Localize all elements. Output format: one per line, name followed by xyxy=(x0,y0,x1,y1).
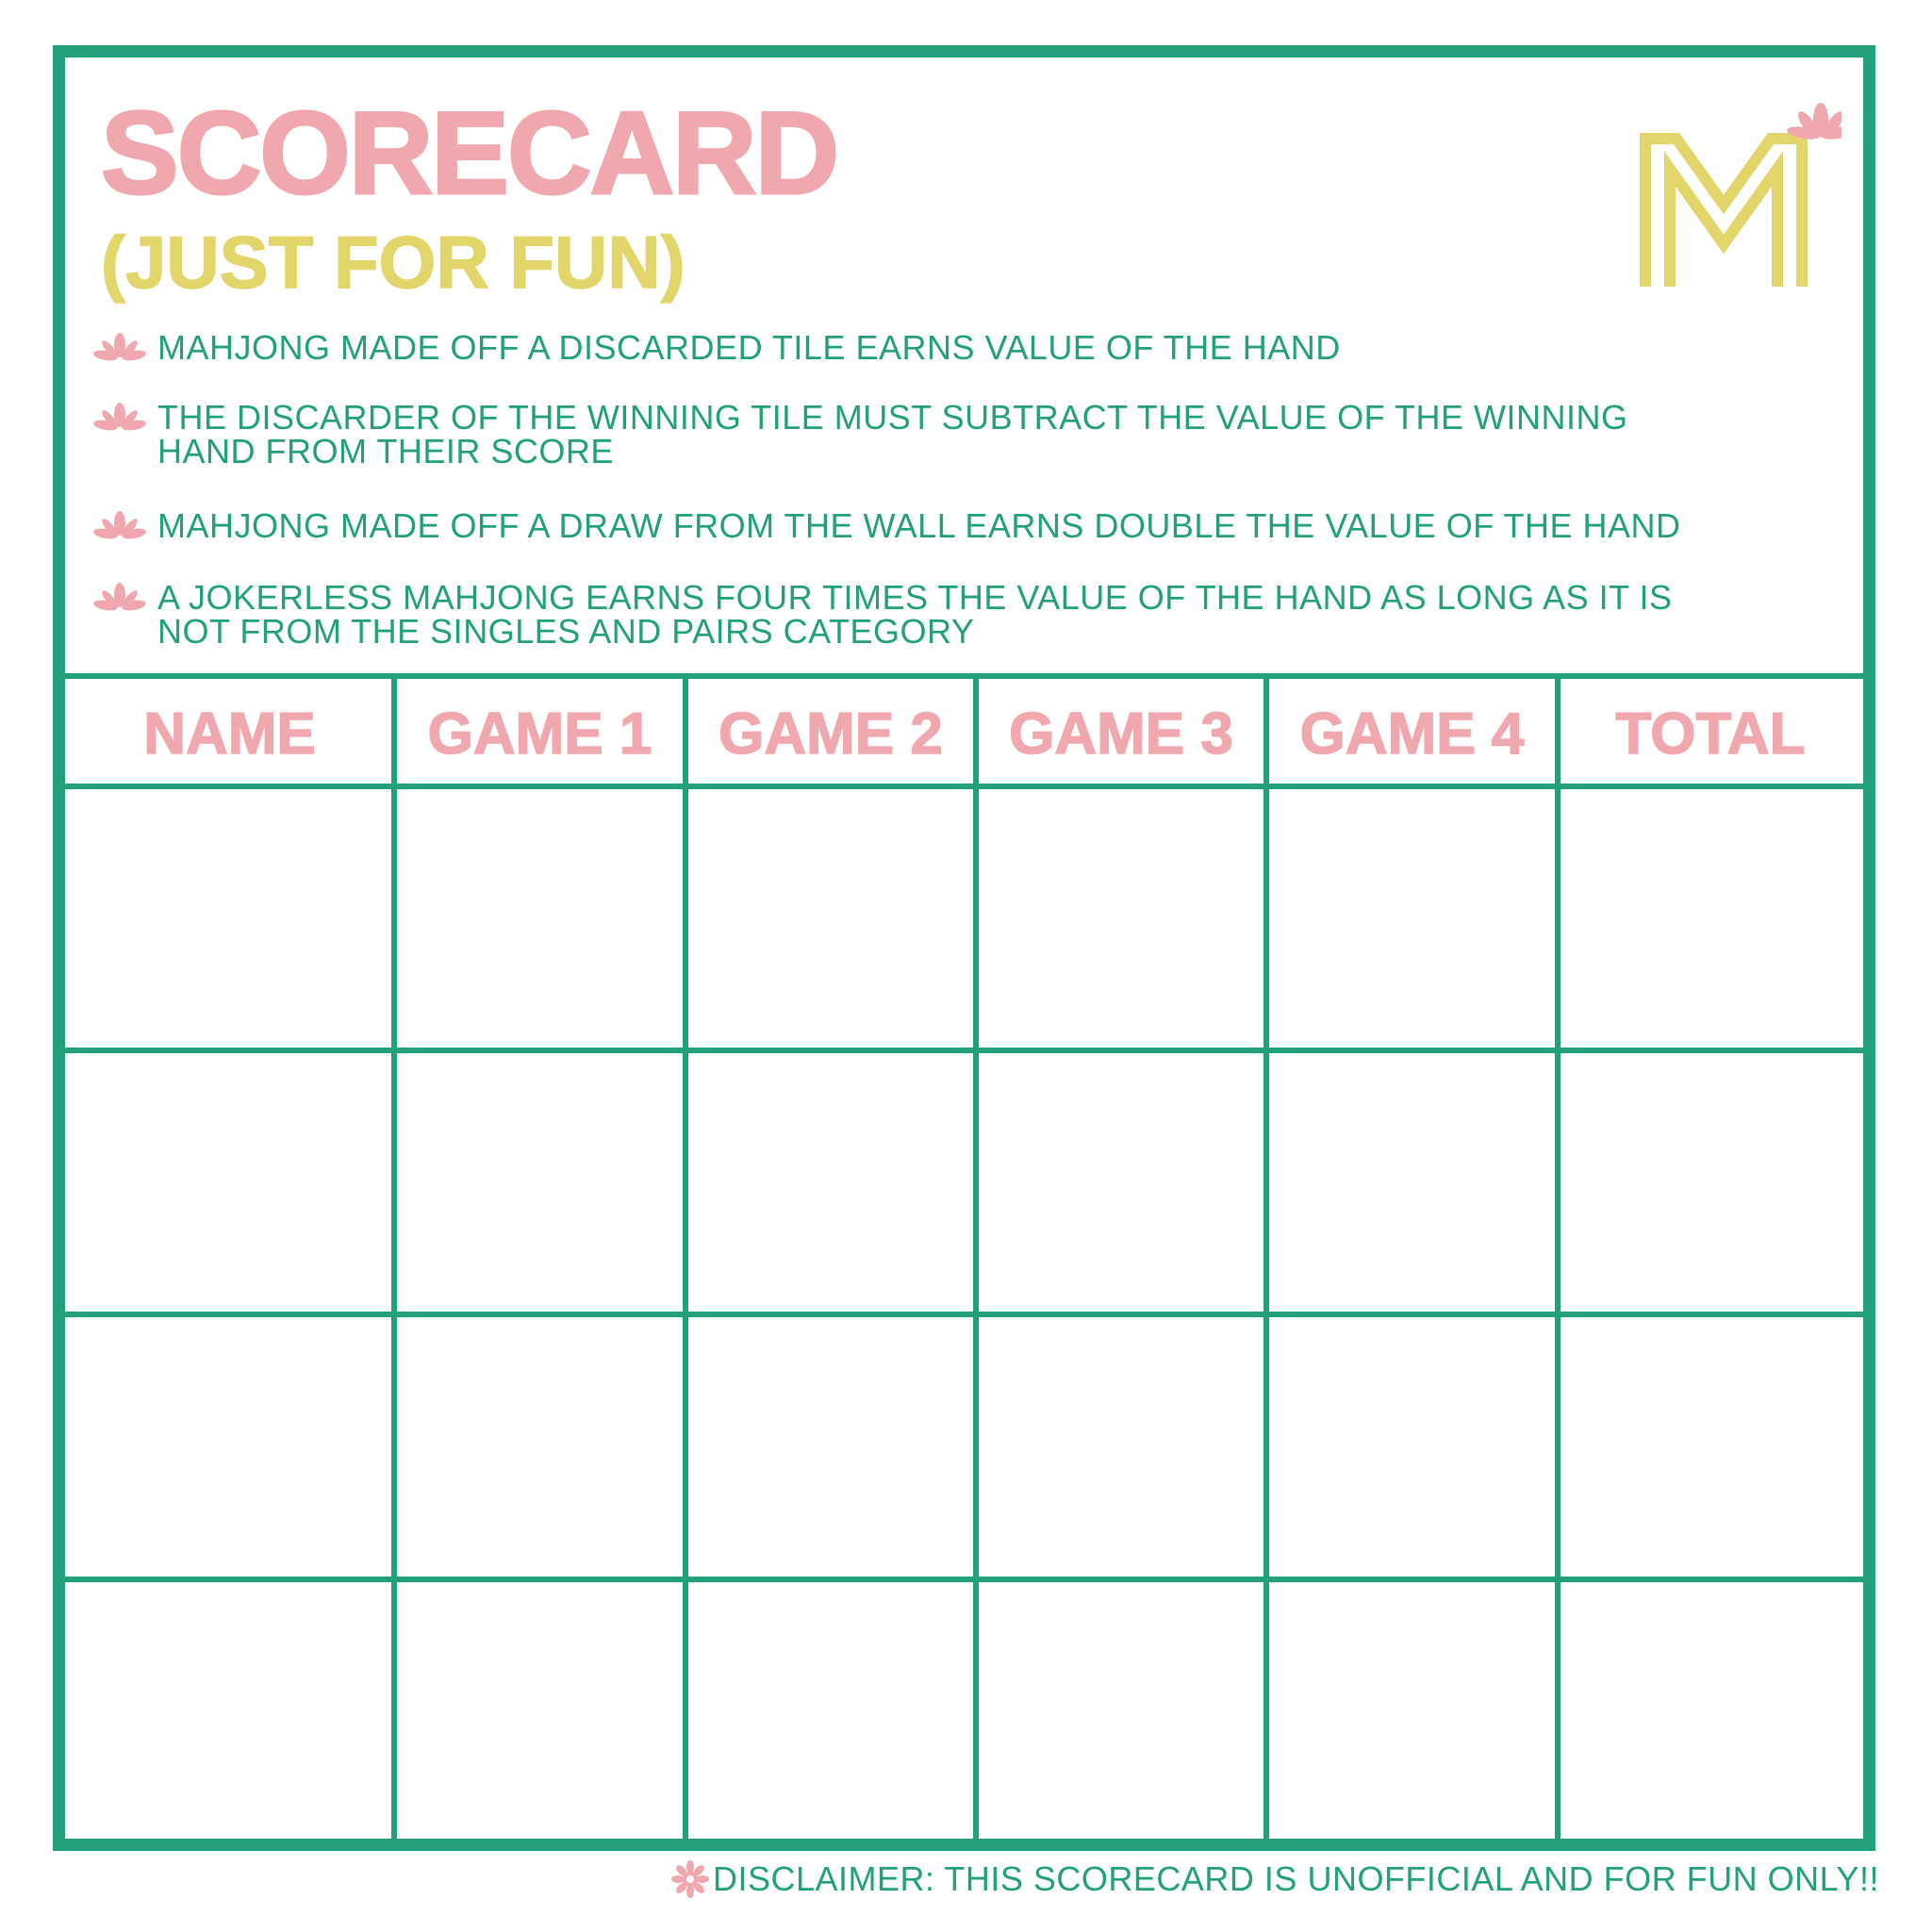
rule-text: MAHJONG MADE OFF A DISCARDED TILE EARNS … xyxy=(157,328,1341,367)
flower-icon xyxy=(671,1860,709,1898)
table-row-divider xyxy=(65,784,1863,789)
score-cell[interactable] xyxy=(397,1053,683,1312)
score-cell[interactable] xyxy=(1269,1053,1555,1312)
logo-m-lotus-icon xyxy=(1640,103,1841,287)
lotus-icon xyxy=(93,403,146,431)
score-cell[interactable] xyxy=(397,789,683,1048)
lotus-icon xyxy=(93,333,146,361)
column-header-game-2: GAME 2 xyxy=(718,701,943,768)
score-cell[interactable] xyxy=(688,1582,973,1848)
page-title: SCORECARD xyxy=(99,89,840,219)
column-header-name: NAME xyxy=(142,701,316,768)
rule-text: MAHJONG MADE OFF A DRAW FROM THE WALL EA… xyxy=(157,506,1681,545)
table-row-divider xyxy=(65,1577,1863,1582)
table-column-divider xyxy=(973,676,979,1851)
column-header-game-3: GAME 3 xyxy=(1008,701,1233,768)
score-cell[interactable] xyxy=(979,1582,1263,1848)
score-cell[interactable] xyxy=(1560,1582,1860,1848)
score-cell[interactable] xyxy=(1560,789,1860,1048)
rule-text: A JOKERLESS MAHJONG EARNS FOUR TIMES THE… xyxy=(157,578,1673,651)
score-cell[interactable] xyxy=(1269,789,1555,1048)
rule-item: MAHJONG MADE OFF A DISCARDED TILE EARNS … xyxy=(93,331,1341,365)
score-cell[interactable] xyxy=(979,1053,1263,1312)
score-table: NAME GAME 1 GAME 2 GAME 3 GAME 4 TOTAL xyxy=(65,673,1863,1851)
table-row-divider xyxy=(65,1312,1863,1317)
rule-item: MAHJONG MADE OFF A DRAW FROM THE WALL EA… xyxy=(93,509,1681,543)
lotus-icon xyxy=(93,583,146,611)
score-cell[interactable] xyxy=(68,789,391,1048)
score-cell[interactable] xyxy=(979,789,1263,1048)
score-cell[interactable] xyxy=(68,1317,391,1577)
rule-item: A JOKERLESS MAHJONG EARNS FOUR TIMES THE… xyxy=(93,581,1673,649)
score-cell[interactable] xyxy=(688,1317,973,1577)
score-cell[interactable] xyxy=(68,1053,391,1312)
table-column-divider xyxy=(1263,676,1269,1851)
table-row-divider xyxy=(65,673,1863,679)
rule-item: THE DISCARDER OF THE WINNING TILE MUST S… xyxy=(93,401,1628,469)
rule-text: THE DISCARDER OF THE WINNING TILE MUST S… xyxy=(157,398,1628,471)
scorecard: SCORECARD (JUST FOR FUN) MAHJONG MADE OF… xyxy=(53,45,1875,1851)
table-column-divider xyxy=(683,676,688,1851)
score-cell[interactable] xyxy=(688,789,973,1048)
disclaimer-text: DISCLAIMER: THIS SCORECARD IS UNOFFICIAL… xyxy=(713,1859,1879,1898)
column-header-game-4: GAME 4 xyxy=(1299,701,1525,768)
table-column-divider xyxy=(391,676,397,1851)
score-cell[interactable] xyxy=(397,1317,683,1577)
score-cell[interactable] xyxy=(979,1317,1263,1577)
score-cell[interactable] xyxy=(1560,1317,1860,1577)
table-row-divider xyxy=(65,1048,1863,1053)
score-cell[interactable] xyxy=(1560,1053,1860,1312)
score-cell[interactable] xyxy=(397,1582,683,1848)
disclaimer: DISCLAIMER: THIS SCORECARD IS UNOFFICIAL… xyxy=(671,1859,1879,1899)
table-column-divider xyxy=(1555,676,1560,1851)
score-cell[interactable] xyxy=(1269,1317,1555,1577)
column-header-total: TOTAL xyxy=(1615,701,1806,768)
lotus-icon xyxy=(93,511,146,539)
page-subtitle: (JUST FOR FUN) xyxy=(100,221,685,304)
score-cell[interactable] xyxy=(688,1053,973,1312)
score-cell[interactable] xyxy=(1269,1582,1555,1848)
score-cell[interactable] xyxy=(68,1582,391,1848)
column-header-game-1: GAME 1 xyxy=(427,701,652,768)
